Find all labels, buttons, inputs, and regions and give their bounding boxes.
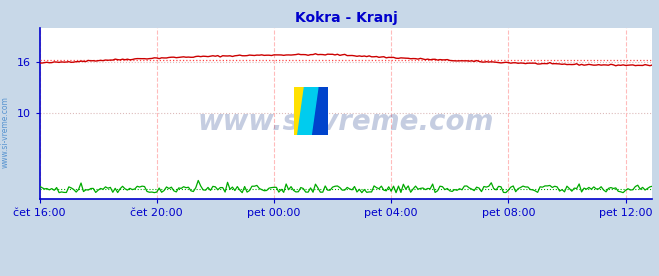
Title: Kokra - Kranj: Kokra - Kranj — [295, 11, 397, 25]
Bar — [311, 87, 328, 135]
Polygon shape — [298, 87, 318, 135]
Text: www.si-vreme.com: www.si-vreme.com — [198, 108, 494, 136]
Bar — [295, 87, 311, 135]
Text: www.si-vreme.com: www.si-vreme.com — [1, 97, 10, 168]
